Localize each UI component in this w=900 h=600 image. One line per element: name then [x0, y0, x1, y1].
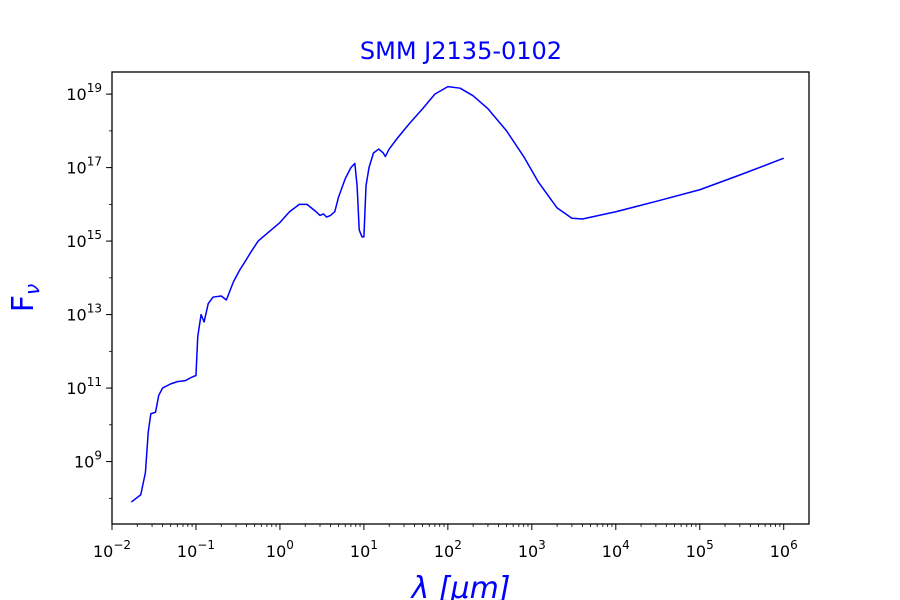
x-tick-label: 102 [434, 538, 462, 561]
svg-text:Fν: Fν [6, 284, 44, 312]
x-tick-label: 100 [266, 538, 294, 561]
y-tick-label: 1015 [66, 228, 102, 251]
x-tick-label: 10−2 [93, 538, 131, 561]
y-axis-label-sub: ν [20, 284, 44, 295]
y-tick-label: 1011 [66, 375, 102, 398]
y-axis-label: Fν [6, 284, 44, 312]
x-tick-label: 106 [770, 538, 798, 561]
series-layer [130, 85, 784, 503]
y-axis-ticks: 109 1011 1013 1015 1017 1019 [66, 81, 112, 499]
y-tick-label: 1013 [66, 302, 102, 325]
y-tick-label: 109 [74, 449, 102, 472]
x-axis-ticks: 10−2 10−1 100 101 102 103 104 105 106 [93, 524, 798, 561]
x-tick-label: 105 [686, 538, 714, 561]
x-tick-label: 104 [602, 538, 630, 561]
chart-title: SMM J2135-0102 [360, 37, 562, 65]
x-tick-label: 101 [350, 538, 378, 561]
y-axis-label-base: F [6, 295, 41, 312]
y-tick-label: 1019 [66, 81, 102, 104]
plot-frame [111, 71, 810, 525]
y-tick-label: 1017 [66, 155, 102, 178]
x-axis-label: λ [μm] [409, 571, 510, 600]
x-tick-label: 10−1 [177, 538, 215, 561]
x-tick-label: 103 [518, 538, 546, 561]
sed-line [130, 85, 784, 503]
